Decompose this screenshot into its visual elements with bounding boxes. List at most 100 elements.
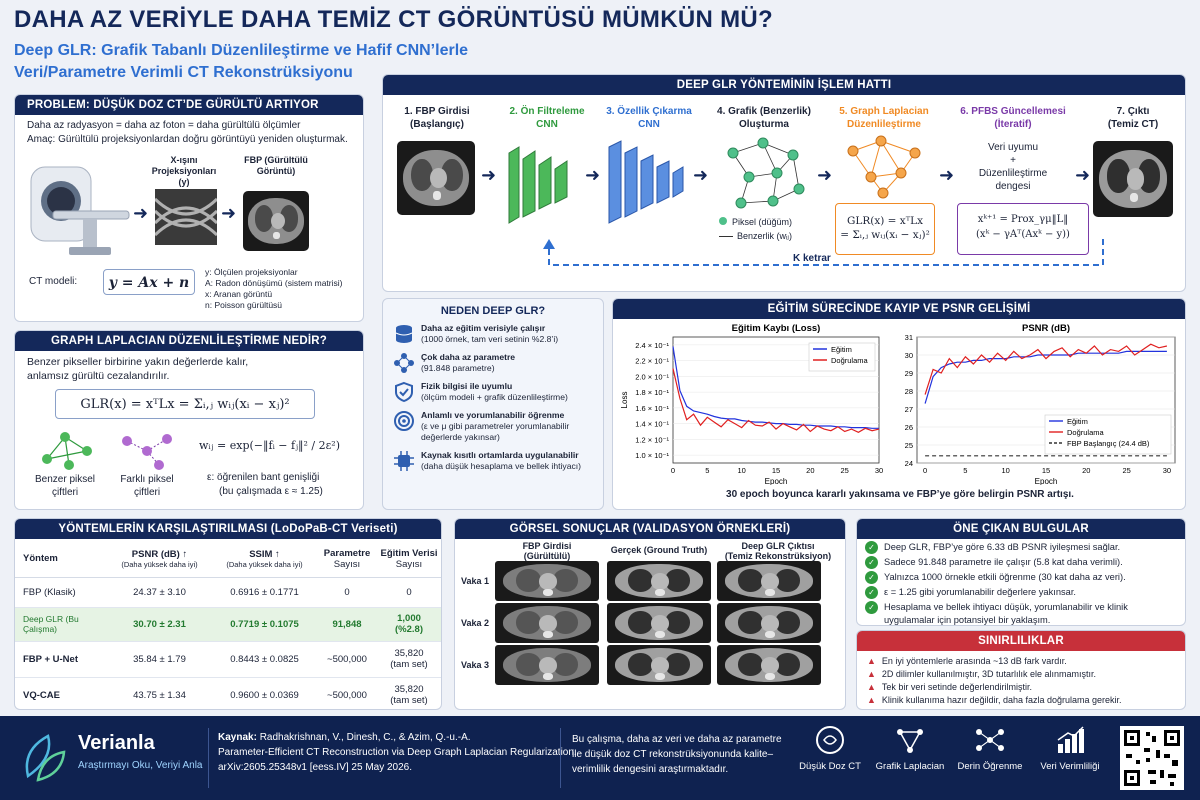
y-tick-label: 27 (905, 405, 913, 414)
th-ssim: SSIM ↑ (Daha yüksek daha iyi) (226, 548, 303, 569)
why-item: Kaynak kısıtlı ortamlarda uygulanabilir(… (393, 450, 599, 472)
problem-panel: PROBLEM: DÜŞÜK DOZ CT’DE GÜRÜLTÜ ARTIYOR… (14, 94, 364, 322)
step-7-label: 7. Çıktı (Temiz CT) (1107, 106, 1159, 130)
check-icon: ✓ (865, 571, 878, 584)
finding-item: ✓ ε = 1.25 gibi yorumlanabilir değerlere … (865, 586, 1181, 599)
fbp-result-image (495, 645, 599, 685)
page-subtitle-2: Veri/Parametre Verimli CT Rekonstrüksiyo… (14, 64, 353, 81)
deep-glr-result-image (717, 645, 821, 685)
col-output-label: Deep GLR Çıktısı (Temiz Rekonstrüksiyon) (724, 541, 832, 561)
y-tick-label: 25 (905, 441, 913, 450)
th-psnr: PSNR (dB) ↑ (Daha yüksek daha iyi) (121, 548, 198, 569)
limitation-item: ▲ Tek bir veri setinde değerlendirilmişti… (867, 682, 1032, 692)
similar-pixels-label: Benzer piksel çiftleri (34, 474, 96, 498)
table-row: VQ-CAE 43.75 ± 1.34 0.9600 ± 0.0369 ~500,00… (23, 684, 428, 707)
epsilon-line-2: (bu çalışmada ε ≈ 1.25) (219, 486, 323, 497)
ct-model-legend: y: Ölçülen projeksiyonlar A: Radon dönüş… (205, 267, 342, 311)
pipeline-panel: DEEP GLR YÖNTEMİNİN İŞLEM HATTI 1. FBP G… (382, 74, 1186, 292)
visual-title: GÖRSEL SONUÇLAR (VALIDASYON ÖRNEKLERİ) (455, 519, 845, 539)
database-icon (395, 325, 413, 343)
why-title: NEDEN DEEP GLR? (440, 305, 546, 317)
target-icon (394, 411, 414, 431)
ct-model-equation: y = Ax + n (103, 269, 195, 295)
finding-item: ✓ Sadece 91.848 parametre ile çalışır (5.… (865, 556, 1181, 569)
arrow-icon: ➜ (817, 165, 833, 185)
footer-summary: Bu çalışma, daha az veri ve daha az para… (572, 734, 782, 775)
brand-tagline: Araştırmayı Oku, Veriyi Anla (78, 760, 203, 771)
deep-glr-result-image (717, 561, 821, 601)
arrow-icon: ➜ (481, 165, 497, 185)
y-tick-label: 2.4 × 10⁻¹ (635, 341, 669, 350)
pfbs-equation: xᵏ⁺¹ = Prox_γμ‖L‖ (xᵏ − γAᵀ(Axᵏ − y)) (957, 203, 1089, 255)
th-method: Yöntem (23, 553, 58, 565)
low-dose-ct-item: Düşük Doz CT (790, 724, 870, 772)
pfbs-eq-line-2: (xᵏ − γAᵀ(Axᵏ − y)) (976, 229, 1070, 240)
glr-eq-line-1: GLR(x) = xᵀLx (846, 215, 924, 227)
plot-frame (672, 336, 880, 464)
table-row: FBP (Klasik) 24.37 ± 3.10 0.6916 ± 0.1771 0… (15, 577, 441, 607)
series-line-0 (672, 346, 879, 429)
findings-panel: ÖNE ÇIKAN BULGULAR ✓ Deep GLR, FBP’ye gör… (856, 518, 1186, 626)
problem-line-1: Daha az radyasyon = daha az foton = daha… (27, 120, 301, 131)
deep-glr-result-image (717, 603, 821, 643)
step-3-label: 3. Özellik Çıkarma CNN (606, 106, 692, 130)
legend-y: y: Ölçülen projeksiyonlar (205, 267, 298, 277)
y-tick-label: 30 (905, 351, 913, 360)
why-item: Daha az eğitim verisiyle çalışır (1000 ör… (393, 323, 599, 345)
x-tick-label: 10 (1002, 466, 1010, 475)
legend-box (1044, 414, 1172, 455)
feature-cnn-icon (608, 140, 684, 224)
comparison-title: YÖNTEMLERİN KARŞILAŞTIRILMASI (LoDoPaB-C… (15, 519, 441, 539)
x-tick-label: 20 (1082, 466, 1090, 475)
ground-truth-image (607, 561, 711, 601)
brand-name: Verianla (78, 732, 155, 754)
y-tick-label: 31 (905, 333, 913, 342)
warning-icon: ▲ (867, 669, 876, 679)
col-gt-label: Gerçek (Ground Truth) (610, 545, 708, 555)
pipeline-glr-equation: GLR(x) = xᵀLx = Σᵢ,ⱼ wᵢⱼ(xᵢ − xⱼ)² (835, 203, 935, 255)
step-1-label: 1. FBP Girdisi (Başlangıç) (404, 106, 470, 130)
y-tick-label: 2.0 × 10⁻¹ (635, 372, 669, 381)
findings-list: ✓ Deep GLR, FBP’ye göre 6.33 dB PSNR iyil… (865, 541, 1181, 625)
page-subtitle-1: Deep GLR: Grafik Tabanlı Düzenlileştirme… (14, 42, 469, 59)
psnr-chart: PSNR (dB) 24 25 26 27 28 29 30 31 0 5 10 15 20 25 30 Epo… (905, 323, 1176, 485)
x-tick-label: 5 (705, 466, 709, 475)
why-list: Daha az eğitim verisiyle çalışır (1000 ör… (393, 323, 599, 472)
deep-learning-item: Derin Öğrenme (950, 724, 1030, 772)
source-block: Kaynak: Radhakrishnan, V., Dinesh, C., &… (218, 732, 577, 773)
glr-panel: GRAPH LAPLACIAN DÜZENLİLEŞTİRME NEDİR? B… (14, 330, 364, 510)
prefilter-cnn-icon (508, 146, 568, 224)
th-data: Eğitim Verisi Sayısı (380, 547, 438, 570)
limitation-item: ▲ Klinik kullanıma hazır değildir, daha f… (867, 695, 1122, 705)
y-tick-label: 1.2 × 10⁻¹ (635, 435, 669, 444)
graph-laplacian-item: Grafik Laplacian (870, 724, 950, 772)
series-line-1 (672, 368, 880, 433)
x-tick-label: 25 (1122, 466, 1130, 475)
x-tick-label: 15 (772, 466, 780, 475)
xray-label: X-ışını Projeksiyonları (y) (151, 155, 217, 187)
pfbs-text: Veri uyumu + Düzenlileştirme dengesi (978, 142, 1048, 192)
glr-desc-2: anlamsız gürültü cezalandırılır. (27, 370, 170, 382)
weight-equation: wᵢⱼ = exp(−‖fᵢ − fⱼ‖² / 2ε²) (199, 439, 340, 452)
y-tick-label: 2.2 × 10⁻¹ (635, 357, 669, 366)
arrow-icon: ➜ (939, 165, 955, 185)
shield-icon (395, 381, 413, 403)
fbp-input-image (397, 141, 475, 215)
neural-net-icon (976, 729, 1004, 751)
x-tick-label: 20 (806, 466, 814, 475)
arrow-icon: ➜ (585, 165, 601, 185)
check-icon: ✓ (865, 586, 878, 599)
limitations-list: ▲ En iyi yöntemlerle arasında ~13 dB fark… (867, 655, 1122, 707)
findings-title: ÖNE ÇIKAN BULGULAR (857, 519, 1185, 539)
warning-icon: ▲ (867, 682, 876, 692)
why-panel: NEDEN DEEP GLR? Daha az eğitim verisiyle… (382, 298, 604, 510)
clean-output-image (1093, 141, 1173, 217)
check-icon: ✓ (865, 541, 878, 554)
comparison-table: Yöntem PSNR (dB) ↑ (Daha yüksek daha iyi)… (15, 541, 441, 709)
check-icon: ✓ (865, 556, 878, 569)
legend-n: n: Poisson gürültüsü (205, 300, 283, 310)
glr-eq-line-2: = Σᵢ,ⱼ wᵢⱼ(xᵢ − xⱼ)² (840, 229, 930, 241)
series-line-0 (924, 350, 1167, 404)
problem-title: PROBLEM: DÜŞÜK DOZ CT’DE GÜRÜLTÜ ARTIYOR (15, 95, 363, 115)
x-axis-label: Epoch (1035, 477, 1058, 485)
